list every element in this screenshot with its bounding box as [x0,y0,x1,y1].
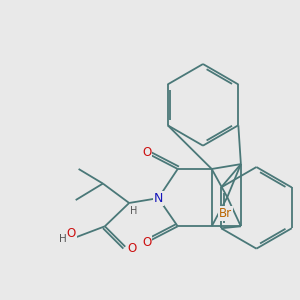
Text: O: O [142,236,151,249]
Text: O: O [67,227,76,240]
Text: H: H [130,206,137,216]
Text: N: N [154,192,163,205]
Text: O: O [127,242,136,255]
Text: Br: Br [219,207,232,220]
Text: O: O [142,146,151,159]
Text: H: H [58,234,66,244]
